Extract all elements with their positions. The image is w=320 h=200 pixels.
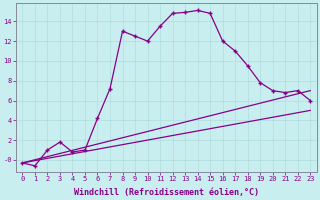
X-axis label: Windchill (Refroidissement éolien,°C): Windchill (Refroidissement éolien,°C) xyxy=(74,188,259,197)
